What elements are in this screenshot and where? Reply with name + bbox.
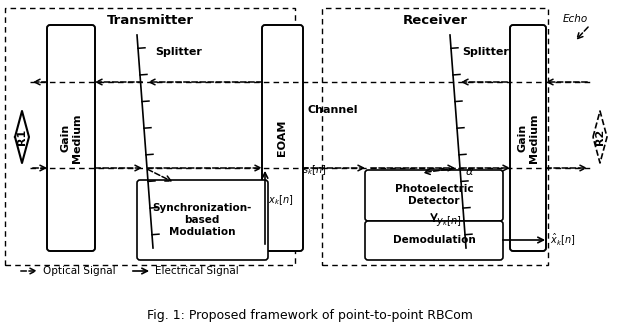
Text: Fig. 1: Proposed framework of point-to-point RBCom: Fig. 1: Proposed framework of point-to-p… — [147, 309, 473, 321]
Text: Gain
Medium: Gain Medium — [517, 113, 539, 163]
FancyBboxPatch shape — [137, 180, 268, 260]
Text: Gain
Medium: Gain Medium — [60, 113, 82, 163]
Text: $y_k[n]$: $y_k[n]$ — [436, 214, 461, 228]
Text: Synchronization-
based
Modulation: Synchronization- based Modulation — [153, 203, 252, 237]
Bar — [322, 8, 548, 265]
Text: Channel: Channel — [308, 105, 358, 115]
Bar — [5, 8, 295, 265]
Text: Electrical Signal: Electrical Signal — [155, 266, 239, 276]
Polygon shape — [15, 111, 29, 163]
Text: Demodulation: Demodulation — [392, 235, 476, 245]
Text: Echo: Echo — [562, 14, 588, 24]
Text: Optical Signal: Optical Signal — [43, 266, 115, 276]
Text: EOAM: EOAM — [277, 120, 287, 156]
Text: R2: R2 — [595, 129, 605, 145]
FancyBboxPatch shape — [262, 25, 303, 251]
Text: $\alpha$: $\alpha$ — [465, 167, 474, 177]
FancyBboxPatch shape — [365, 170, 503, 221]
Text: Photoelectric
Detector: Photoelectric Detector — [395, 184, 473, 206]
Text: Splitter: Splitter — [155, 47, 202, 57]
Text: R1: R1 — [17, 129, 27, 145]
Text: Splitter: Splitter — [462, 47, 509, 57]
Polygon shape — [593, 111, 607, 163]
Text: Transmitter: Transmitter — [107, 14, 193, 27]
FancyBboxPatch shape — [47, 25, 95, 251]
Text: $s_k[n]$: $s_k[n]$ — [302, 163, 326, 177]
Text: $x_k[n]$: $x_k[n]$ — [268, 193, 293, 207]
FancyBboxPatch shape — [510, 25, 546, 251]
Text: $\hat{x}_k[n]$: $\hat{x}_k[n]$ — [550, 232, 575, 248]
FancyBboxPatch shape — [365, 221, 503, 260]
Text: Receiver: Receiver — [402, 14, 467, 27]
